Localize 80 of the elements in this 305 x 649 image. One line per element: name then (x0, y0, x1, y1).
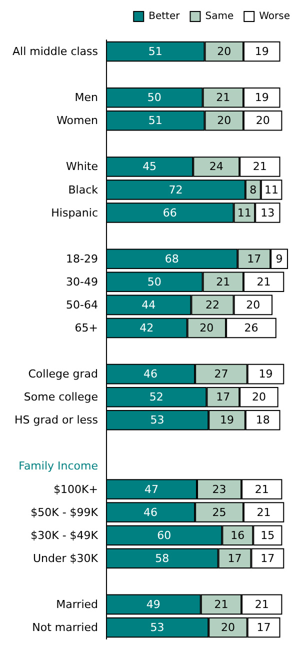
data-label: 20 (252, 390, 266, 404)
data-label: 66 (162, 206, 177, 220)
data-label: 46 (144, 368, 158, 381)
data-label: 58 (155, 552, 170, 565)
y-tick-label: 65+ (74, 321, 98, 334)
data-label: 20 (220, 620, 235, 634)
legend-label: Worse (259, 11, 290, 22)
y-tick-label: College grad (28, 368, 98, 381)
y-tick-label: 30-49 (66, 275, 98, 288)
data-label: 50 (147, 275, 162, 288)
data-label: 68 (164, 252, 179, 266)
data-label: 19 (254, 45, 269, 58)
data-label: 8 (250, 183, 257, 196)
data-label: 19 (254, 91, 269, 104)
data-label: 21 (216, 275, 230, 288)
data-label: 20 (217, 45, 232, 58)
legend-label: Better (148, 11, 181, 22)
data-label: 24 (209, 160, 224, 174)
data-label: 21 (214, 598, 228, 611)
data-label: 13 (260, 206, 275, 220)
y-tick-label: All middle class (12, 45, 98, 58)
data-label: 21 (254, 482, 269, 496)
data-label: 20 (256, 114, 270, 128)
y-tick-label: HS grad or less (14, 414, 98, 427)
data-label: 49 (146, 598, 160, 611)
data-label: 21 (216, 91, 230, 104)
data-label: 20 (217, 114, 232, 128)
data-label: 52 (149, 390, 164, 404)
y-tick-label: Under $30K (32, 552, 99, 565)
y-tick-label: 18-29 (66, 252, 98, 266)
data-label: 17 (228, 552, 242, 565)
data-label: 17 (260, 552, 275, 565)
data-label: 9 (276, 252, 283, 266)
data-label: 17 (247, 252, 262, 266)
y-tick-label: $30K - $49K (30, 528, 99, 542)
data-label: 26 (244, 321, 258, 334)
data-label: 21 (254, 598, 269, 611)
data-label: 11 (237, 206, 252, 220)
data-label: 22 (205, 298, 220, 312)
data-label: 17 (256, 620, 271, 634)
data-label: 51 (148, 45, 162, 58)
data-label: 50 (147, 91, 162, 104)
y-tick-label: Family Income (18, 460, 98, 473)
data-label: 45 (142, 160, 157, 174)
data-label: 46 (144, 506, 158, 519)
data-label: 17 (216, 390, 230, 404)
data-label: 23 (212, 482, 226, 496)
data-label: 18 (256, 414, 270, 427)
data-label: 51 (148, 114, 162, 128)
data-label: 19 (258, 368, 273, 381)
data-label: 53 (150, 414, 164, 427)
y-tick-label: Men (74, 91, 98, 104)
y-tick-label: Women (56, 114, 98, 128)
data-label: 53 (150, 620, 164, 634)
y-tick-label: Married (56, 598, 98, 611)
data-label: 15 (260, 528, 275, 542)
y-tick-label: White (66, 160, 98, 174)
data-label: 20 (246, 298, 260, 312)
y-tick-label: Some college (24, 390, 98, 404)
data-label: 42 (140, 321, 154, 334)
y-tick-label: $50K - $99K (30, 506, 99, 519)
y-tick-label: Black (68, 183, 99, 196)
data-label: 47 (144, 482, 158, 496)
data-label: 27 (214, 368, 228, 381)
data-label: 72 (168, 183, 183, 196)
data-label: 20 (200, 321, 214, 334)
data-label: 60 (157, 528, 172, 542)
data-label: 21 (256, 275, 271, 288)
y-tick-label: 50-64 (66, 298, 98, 312)
y-tick-label: $100K+ (54, 482, 98, 496)
data-label: 11 (264, 183, 279, 196)
data-label: 44 (142, 298, 156, 312)
y-tick-label: Not married (32, 620, 98, 634)
data-label: 21 (256, 506, 271, 519)
y-tick-label: Hispanic (51, 206, 98, 220)
data-label: 21 (252, 160, 267, 174)
data-label: 25 (212, 506, 226, 519)
data-label: 19 (220, 414, 234, 427)
data-label: 16 (230, 528, 245, 542)
legend-label: Same (205, 11, 234, 22)
